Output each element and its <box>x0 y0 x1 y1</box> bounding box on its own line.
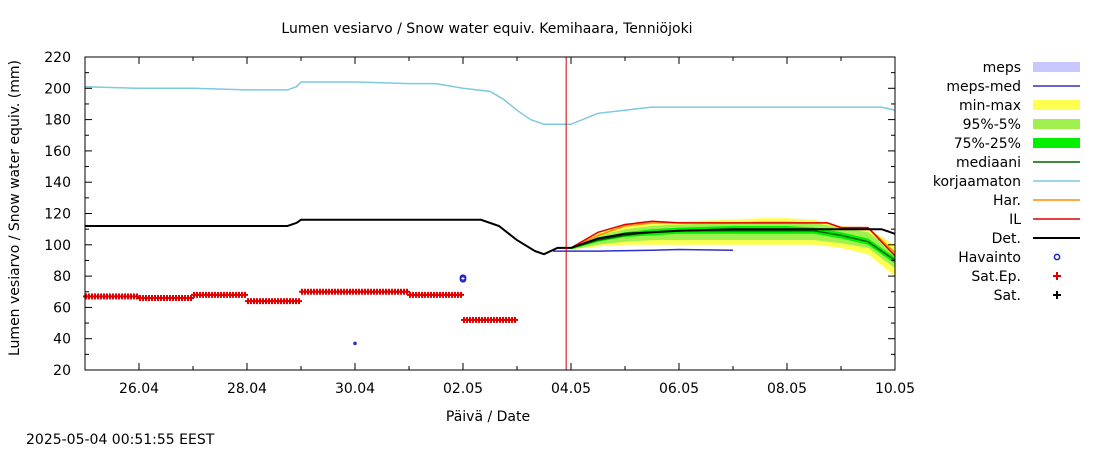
legend-swatch-p95_5 <box>1033 119 1080 129</box>
legend-item-mediaani: mediaani <box>956 155 1080 171</box>
havainto-marker-2 <box>459 275 467 283</box>
legend-label-meps_med: meps-med <box>946 79 1021 95</box>
line-meps_med <box>553 248 734 252</box>
legend-item-har: Har. <box>993 193 1080 209</box>
legend-item-det: Det. <box>992 231 1080 247</box>
legend-label-min_max: min-max <box>959 98 1021 114</box>
legend-item-il: IL <box>1009 212 1080 228</box>
legend-swatch-meps <box>1033 62 1080 72</box>
sat-ep-segment-3 <box>245 298 302 305</box>
legend-label-sat_ep: Sat.Ep. <box>971 269 1021 285</box>
legend-item-sat_ep: Sat.Ep. <box>971 269 1061 285</box>
legend-label-p95_5: 95%-5% <box>963 117 1021 133</box>
legend-item-sat: Sat. <box>994 288 1061 304</box>
sat-ep-segment-0 <box>83 293 140 300</box>
y-tick-label-100: 100 <box>44 238 71 254</box>
havainto-marker-0 <box>353 341 357 346</box>
sat-ep-segment-1 <box>137 295 194 302</box>
x-tick-label-30.04: 30.04 <box>335 381 375 397</box>
sat-ep-segment-4 <box>299 288 410 295</box>
y-tick-label-120: 120 <box>44 207 71 223</box>
x-tick-label-06.05: 06.05 <box>659 381 699 397</box>
x-tick-label-26.04: 26.04 <box>119 381 159 397</box>
legend-label-mediaani: mediaani <box>956 155 1021 171</box>
legend-swatch-p75_25 <box>1033 138 1080 148</box>
line-det <box>85 218 896 256</box>
y-tick-label-200: 200 <box>44 81 71 97</box>
legend-label-sat: Sat. <box>994 288 1021 304</box>
legend-label-meps: meps <box>983 60 1021 76</box>
y-axis-label: Lumen vesiarvo / Snow water equiv. (mm) <box>7 60 23 356</box>
observation-markers <box>83 274 518 346</box>
chart-title: Lumen vesiarvo / Snow water equiv. Kemih… <box>281 21 692 37</box>
y-tick-label-40: 40 <box>53 332 71 348</box>
legend-swatch-havainto <box>1053 253 1061 261</box>
x-tick-label-28.04: 28.04 <box>227 381 267 397</box>
legend-item-p95_5: 95%-5% <box>963 117 1080 133</box>
x-tick-label-08.05: 08.05 <box>767 381 807 397</box>
x-tick-label-04.05: 04.05 <box>551 381 591 397</box>
x-tick-label-02.05: 02.05 <box>443 381 483 397</box>
legend-label-korjaamaton: korjaamaton <box>933 174 1021 190</box>
legend-item-havainto: Havainto <box>958 250 1061 266</box>
y-tick-label-220: 220 <box>44 50 71 66</box>
legend: meps meps-med min-max 95%-5% 75%-25% mediaani… <box>933 60 1080 304</box>
x-axis-ticks: 26.04 28.04 30.04 02.05 04.05 06.05 08.05 10.05 <box>84 57 915 397</box>
y-tick-label-20: 20 <box>53 363 71 379</box>
legend-item-meps_med: meps-med <box>946 79 1080 95</box>
legend-swatch-min_max <box>1033 100 1080 110</box>
legend-label-det: Det. <box>992 231 1021 247</box>
timestamp: 2025-05-04 00:51:55 EEST <box>26 432 215 448</box>
band-p75_25 <box>571 226 895 264</box>
y-axis-ticks: 20 40 60 80 100 120 140 160 180 200 220 <box>44 50 895 379</box>
legend-item-meps: meps <box>983 60 1080 76</box>
plot-frame <box>84 56 896 371</box>
legend-label-har: Har. <box>993 193 1021 209</box>
legend-label-p75_25: 75%-25% <box>954 136 1021 152</box>
y-tick-label-180: 180 <box>44 113 71 129</box>
x-axis-label: Päivä / Date <box>446 409 530 425</box>
y-tick-label-160: 160 <box>44 144 71 160</box>
sat-ep-segment-2 <box>191 291 248 298</box>
legend-item-p75_25: 75%-25% <box>954 136 1080 152</box>
y-tick-label-80: 80 <box>53 269 71 285</box>
legend-label-havainto: Havainto <box>958 250 1021 266</box>
legend-item-min_max: min-max <box>959 98 1080 114</box>
x-tick-label-10.05: 10.05 <box>875 381 915 397</box>
y-tick-label-60: 60 <box>53 300 71 316</box>
legend-label-il: IL <box>1009 212 1021 228</box>
sat-ep-segment-5 <box>407 291 464 298</box>
line-mediaani <box>570 229 896 262</box>
series-lines <box>84 81 896 262</box>
line-il <box>557 220 896 257</box>
line-korjaamaton <box>84 81 896 126</box>
sat-ep-segment-6 <box>461 316 518 323</box>
y-tick-label-140: 140 <box>44 175 71 191</box>
legend-item-korjaamaton: korjaamaton <box>933 174 1080 190</box>
